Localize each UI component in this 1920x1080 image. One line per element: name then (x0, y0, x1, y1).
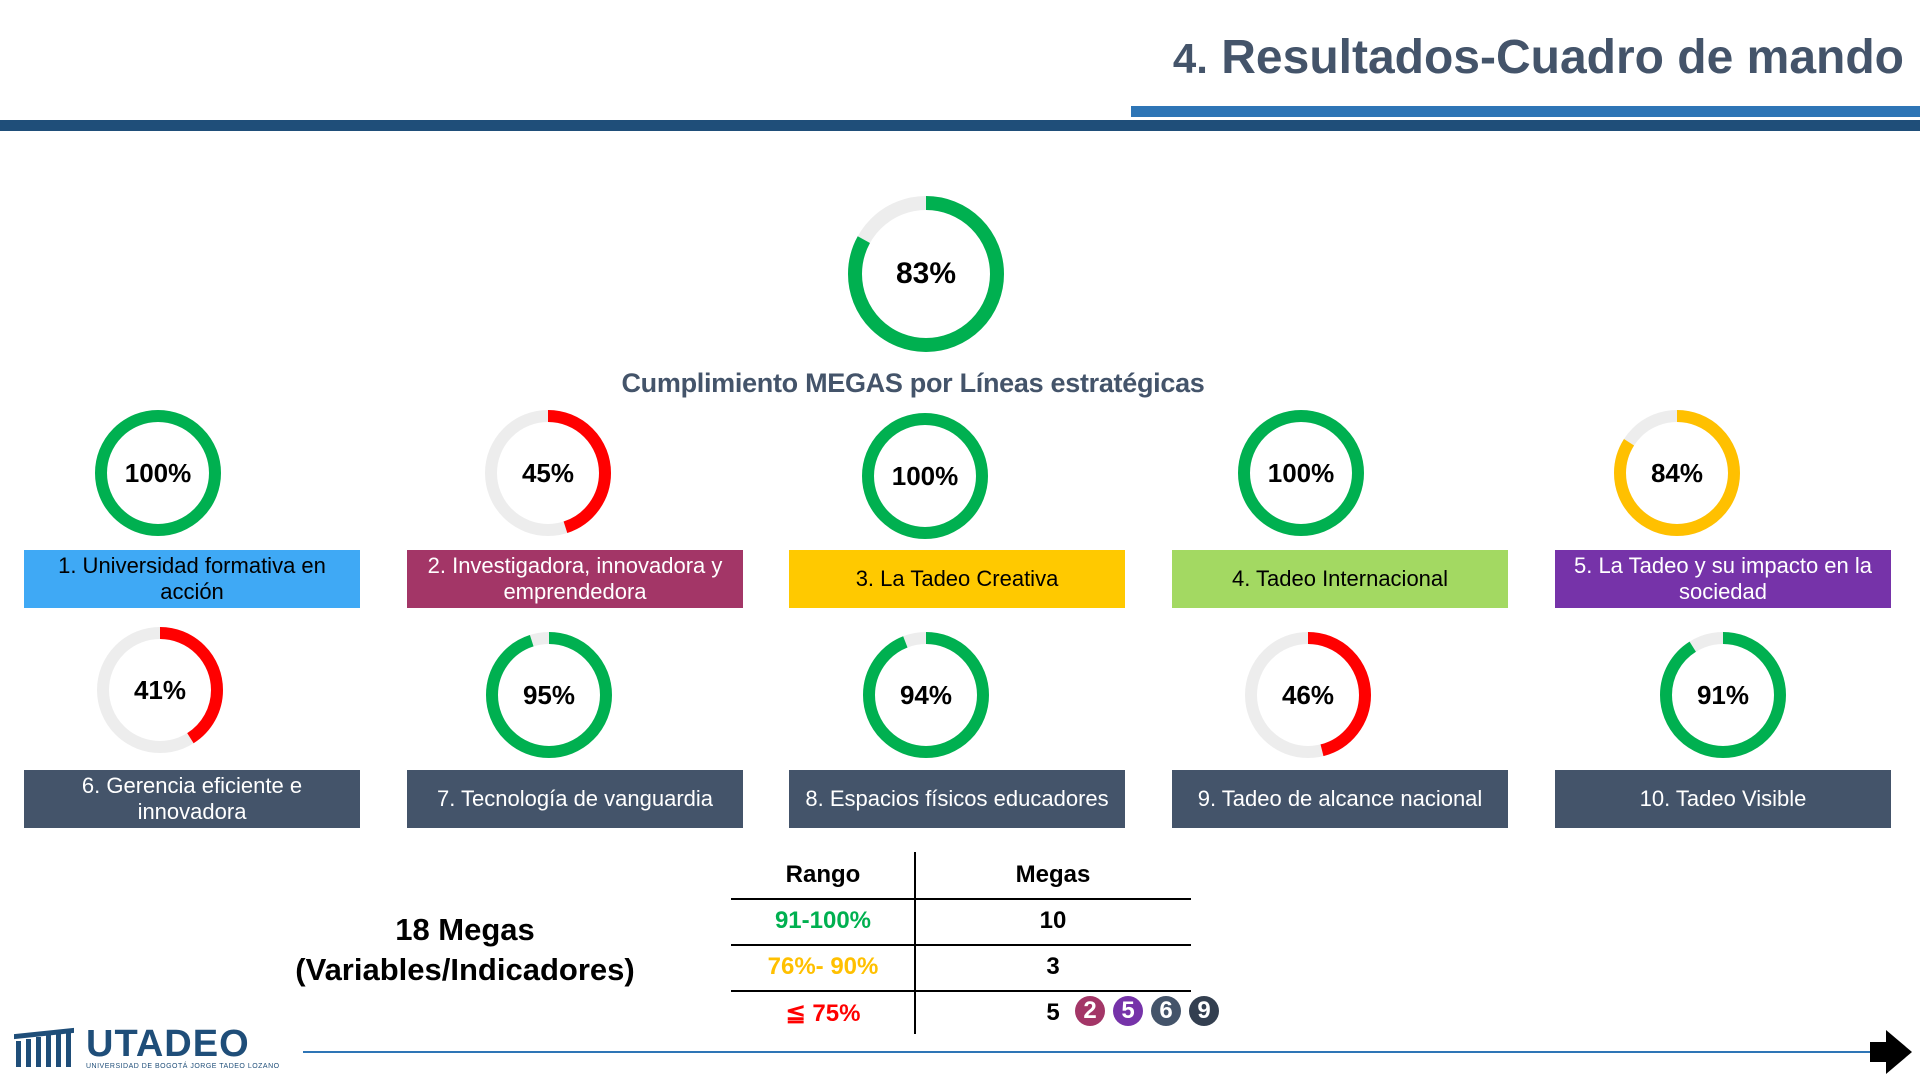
logo-word: UTADEO (86, 1023, 250, 1065)
line-ring-graphic (97, 627, 223, 753)
line-label: 4. Tadeo Internacional (1172, 550, 1508, 608)
line-ring: 95% (486, 632, 612, 758)
line-label: 8. Espacios físicos educadores (789, 770, 1125, 828)
line-label: 5. La Tadeo y su impacto en la sociedad (1555, 550, 1891, 608)
line-badge: 5 (1113, 996, 1143, 1026)
ring-progress (95, 410, 221, 536)
line-ring-graphic (1660, 632, 1786, 758)
footer-line (303, 1051, 1873, 1053)
line-label: 9. Tadeo de alcance nacional (1172, 770, 1508, 828)
line-ring: 45% (485, 410, 611, 536)
line-ring-graphic (863, 632, 989, 758)
line-ring-graphic (1238, 410, 1364, 536)
line-ring: 84% (1614, 410, 1740, 536)
line-percent: 84% (1650, 457, 1704, 488)
line-ring-graphic (1614, 410, 1740, 536)
line-ring: 100% (95, 410, 221, 536)
line-percent: 95% (522, 679, 576, 710)
ring-progress (1614, 410, 1740, 536)
header-bar (0, 120, 1920, 131)
line-ring: 100% (1238, 410, 1364, 536)
range-cell: ≦ 75% (785, 999, 861, 1027)
megas-cell: 5 (1046, 999, 1060, 1026)
ring-progress (486, 632, 612, 758)
logo-mark-icon (14, 1027, 80, 1069)
range-table: Rango Megas 91-100% 10 76%- 90% 3 ≦ 75% … (731, 852, 1191, 1036)
line-ring: 94% (863, 632, 989, 758)
table-divider (731, 990, 1191, 992)
overall-percent: 83% (895, 257, 957, 290)
table-divider-vertical (914, 852, 916, 1034)
megas-summary: 18 Megas (Variables/Indicadores) (290, 910, 640, 990)
header-rango: Rango (785, 861, 861, 888)
line-badge: 2 (1075, 996, 1105, 1026)
range-cell: 91-100% (774, 907, 872, 934)
line-percent: 100% (1267, 457, 1335, 488)
line-ring: 100% (862, 413, 988, 539)
line-percent: 45% (521, 457, 575, 488)
table-row: 91-100% 10 (731, 898, 1191, 944)
overall-ring: 83% (848, 196, 1004, 352)
line-ring: 46% (1245, 632, 1371, 758)
table-row: ≦ 75% 5 (731, 990, 1191, 1036)
line-label: 2. Investigadora, innovadora y emprended… (407, 550, 743, 608)
line-percent: 94% (899, 679, 953, 710)
megas-cell: 10 (1039, 907, 1067, 934)
ring-progress (862, 413, 988, 539)
line-ring-graphic (95, 410, 221, 536)
ring-progress (1245, 632, 1371, 758)
ring-progress (485, 410, 611, 536)
line-badge: 6 (1151, 996, 1181, 1026)
line-label: 7. Tecnología de vanguardia (407, 770, 743, 828)
megas-count: 18 Megas (395, 912, 535, 947)
line-percent: 46% (1281, 679, 1335, 710)
line-percent: 41% (133, 674, 187, 705)
ring-progress (97, 627, 223, 753)
page-title: 4. Resultados-Cuadro de mando (1173, 30, 1904, 85)
line-label: 10. Tadeo Visible (1555, 770, 1891, 828)
line-percent: 100% (891, 460, 959, 491)
overall-ring-graphic (848, 196, 1004, 352)
ring-progress (1660, 632, 1786, 758)
page-title-text: Resultados-Cuadro de mando (1207, 31, 1904, 84)
low-range-lines: 2 5 6 9 (1075, 996, 1219, 1026)
line-label: 6. Gerencia eficiente e innovadora (24, 770, 360, 828)
section-subtitle: Cumplimiento MEGAS por Líneas estratégic… (621, 368, 1205, 398)
table-divider (731, 898, 1191, 900)
ring-progress (848, 196, 1004, 352)
header-accent-bar (1131, 106, 1920, 117)
ring-progress (1238, 410, 1364, 536)
line-ring-graphic (485, 410, 611, 536)
line-label: 3. La Tadeo Creativa (789, 550, 1125, 608)
ring-progress (863, 632, 989, 758)
megas-cell: 3 (1046, 953, 1060, 980)
next-arrow-icon[interactable] (1870, 1042, 1886, 1062)
line-ring: 41% (97, 627, 223, 753)
table-divider (731, 944, 1191, 946)
line-ring-graphic (1245, 632, 1371, 758)
table-header-row: Rango Megas (731, 852, 1191, 898)
page-title-number: 4. (1172, 35, 1208, 82)
utadeo-logo: UTADEO UNIVERSIDAD DE BOGOTÁ JORGE TADEO… (14, 1025, 280, 1070)
line-ring-graphic (862, 413, 988, 539)
line-badge: 9 (1189, 996, 1219, 1026)
line-label: 1. Universidad formativa en acción (24, 550, 360, 608)
header-megas: Megas (1015, 861, 1091, 888)
megas-description: (Variables/Indicadores) (295, 952, 635, 987)
table-row: 76%- 90% 3 (731, 944, 1191, 990)
line-ring: 91% (1660, 632, 1786, 758)
next-arrow-icon-head[interactable] (1886, 1030, 1912, 1074)
line-percent: 100% (124, 457, 192, 488)
logo-subtitle: UNIVERSIDAD DE BOGOTÁ JORGE TADEO LOZANO (86, 1063, 280, 1070)
line-percent: 91% (1696, 679, 1750, 710)
line-ring-graphic (486, 632, 612, 758)
range-cell: 76%- 90% (767, 953, 879, 980)
